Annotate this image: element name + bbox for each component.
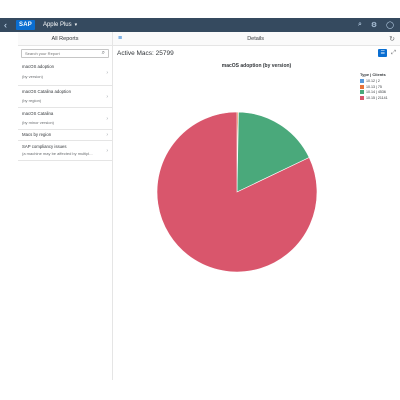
legend-title: Type | Clients [360, 72, 386, 77]
chevron-right-icon: › [106, 93, 108, 100]
report-subtitle: (by minor version) [22, 120, 55, 125]
chevron-right-icon: › [106, 147, 108, 154]
app-title[interactable]: Apple Plus [42, 22, 72, 28]
fullscreen-icon[interactable]: ⤢ [391, 49, 396, 56]
reports-header: All Reports [18, 32, 112, 46]
details-toolbar: Active Macs: 25799 ☰ ⤢ [113, 46, 400, 60]
search-input[interactable] [25, 51, 102, 56]
pie-slice[interactable] [236, 111, 310, 193]
legend-label: 10.12 | 2 [366, 79, 380, 83]
legend-item[interactable]: 10.13 | 75 [360, 84, 388, 89]
legend-label: 10.14 | 4536 [366, 90, 386, 94]
report-subtitle: (a machine may be affected by multipl... [22, 151, 93, 156]
report-item-sap-compliancy[interactable]: SAP compliancy issues (a machine may be … [18, 141, 112, 161]
list-view-icon[interactable]: ☰ [378, 49, 388, 57]
report-item-catalina-adoption[interactable]: macOS Catalina adoption (by region) › [18, 86, 112, 108]
toolbar-actions: ☰ ⤢ [378, 49, 396, 57]
user-icon[interactable]: ◯ [386, 22, 394, 29]
report-title: macOS adoption [22, 64, 55, 69]
report-item-catalina[interactable]: macOS Catalina (by minor version) › [18, 108, 112, 130]
report-title: Macs by region [22, 132, 52, 137]
details-header: ≡ Details ↻ [113, 32, 400, 46]
chart-title: macOS adoption (by version) [221, 63, 292, 69]
refresh-icon[interactable]: ↻ [389, 35, 395, 43]
report-item-macos-adoption[interactable]: macOS adoption (by version) › [18, 61, 112, 86]
active-macs-count: Active Macs: 25799 [117, 49, 174, 57]
chevron-right-icon: › [106, 115, 108, 122]
legend-item[interactable]: 10.15 | 21141 [360, 95, 388, 100]
report-search[interactable]: ⌕ [21, 49, 109, 58]
chevron-left-icon[interactable]: ‹ [4, 20, 7, 30]
report-subtitle: (by region) [22, 98, 42, 103]
legend-swatch [360, 84, 364, 89]
shell-bar: ‹ SAP Apple Plus ▾ ⌕ ⚙ ◯ [0, 18, 400, 32]
search-icon[interactable]: ⌕ [101, 50, 105, 56]
legend-swatch [360, 95, 364, 100]
bottom-strip [0, 380, 400, 400]
shell-actions: ⌕ ⚙ ◯ [358, 21, 394, 29]
pie-slice[interactable] [156, 111, 318, 273]
legend-label: 10.13 | 75 [366, 84, 382, 89]
pie-chart [156, 111, 318, 273]
report-title: SAP compliancy issues [22, 144, 67, 149]
chevron-right-icon: › [106, 132, 108, 138]
chart-legend: Type | Clients 10.12 | 2 10.13 | 75 10.14 … [360, 72, 388, 101]
legend-label: 10.15 | 21141 [366, 95, 388, 100]
report-title: macOS Catalina [22, 111, 54, 116]
report-subtitle: (by version) [22, 74, 43, 79]
legend-item[interactable]: 10.14 | 4536 [360, 90, 388, 94]
search-icon[interactable]: ⌕ [357, 21, 362, 28]
reports-panel: All Reports ⌕ macOS adoption (by version… [18, 32, 113, 380]
legend-swatch [360, 79, 364, 83]
chevron-right-icon: › [106, 70, 108, 76]
menu-icon[interactable]: ≡ [118, 35, 123, 42]
legend-item[interactable]: 10.12 | 2 [360, 79, 388, 83]
settings-icon[interactable]: ⚙ [370, 22, 378, 29]
chevron-down-icon[interactable]: ▾ [74, 22, 78, 28]
legend-swatch [360, 90, 364, 94]
details-panel: ≡ Details ↻ Active Macs: 25799 ☰ ⤢ macOS… [113, 32, 400, 380]
sap-logo[interactable]: SAP [16, 20, 35, 30]
report-item-macs-by-region[interactable]: Macs by region › [18, 130, 112, 141]
details-title: Details [247, 35, 265, 42]
report-title: macOS Catalina adoption [22, 89, 71, 94]
